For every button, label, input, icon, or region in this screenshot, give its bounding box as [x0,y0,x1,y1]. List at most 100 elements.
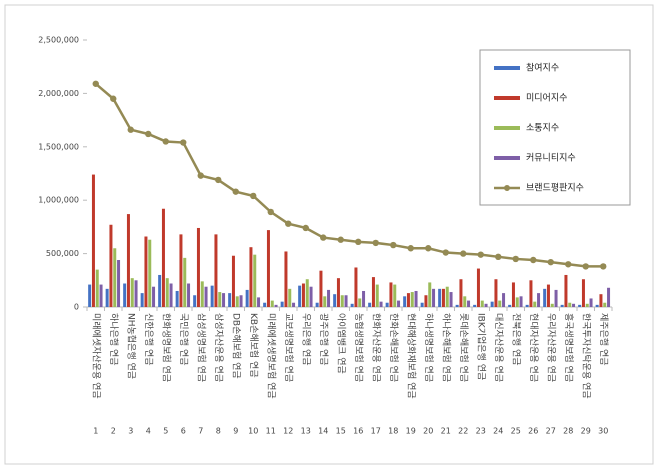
bar [91,174,95,307]
bar [323,296,327,307]
category-number: 25 [511,427,521,436]
bar [175,290,179,307]
bar [529,280,533,307]
line-point [512,255,519,263]
bar [449,292,453,307]
bar [515,297,519,307]
bar [235,296,239,307]
x-tick-label: 제주은행 연금 [598,313,610,366]
bar [490,301,494,307]
bar [200,281,204,307]
bar [152,286,156,307]
category-number: 14 [318,427,328,436]
bar [298,285,302,307]
bar [284,251,288,307]
category-number: 9 [233,427,238,436]
category-number: 20 [423,427,433,436]
x-tick-label: 한화손해보험 연금 [388,313,399,382]
line-point [285,220,292,227]
bar [280,301,284,307]
line-point [302,224,309,232]
bar [196,227,200,307]
bar [550,303,554,307]
bar [228,293,232,307]
x-tick-label: NH농협은행 연금 [125,313,137,379]
x-tick-label: KB손해보험 연금 [248,313,259,378]
x-tick-label: 하나생명보험 연금 [423,313,434,382]
x-tick-label: 하나은행 연금 [108,313,120,366]
category-number: 15 [336,427,346,436]
category-number: 23 [476,427,486,436]
bar [266,230,270,307]
bar [379,301,383,307]
line-point [600,263,607,270]
bar [218,292,222,307]
category-number: 5 [163,427,168,436]
line-point [442,249,449,256]
y-tick-label: 2,500,000 [38,36,79,45]
bar [607,287,611,307]
bar [546,284,550,307]
bar [502,293,506,307]
bar [368,302,372,307]
bar [403,296,407,307]
x-tick-label: 현대자산운용 연금 [528,313,539,382]
bar [389,282,393,307]
bar [88,284,92,307]
category-number: 24 [493,427,503,436]
bar [161,208,165,307]
bar [105,288,109,307]
x-tick-label: 전북은행 연금 [510,313,522,366]
x-tick-label: 아이엠뱅크 연금 [335,313,347,374]
bar [117,260,121,307]
bar [441,288,445,307]
bar [473,304,477,307]
bar [113,248,117,307]
line-point [355,238,362,246]
bar [432,288,436,307]
line-point [530,256,537,264]
bar [397,300,401,307]
category-number: 17 [371,427,381,436]
line-point [180,139,187,146]
legend-label: 소통지수 [526,123,559,134]
bar [222,293,226,307]
bar [130,278,134,307]
bar [438,288,442,307]
category-number: 13 [301,427,311,436]
bar [484,303,488,307]
line-point [460,250,467,257]
x-tick-label: 국민은행 연금 [178,313,190,366]
legend-label: 커뮤니티지수 [526,153,576,164]
line-point [495,253,502,261]
bar [350,303,354,307]
legend-label: 미디어지수 [526,93,567,104]
bar [288,288,292,307]
line-point [110,95,117,102]
bar [560,304,564,307]
bar [543,288,547,307]
legend-swatch [494,126,520,130]
category-number: 19 [406,427,416,436]
category-number: 2 [111,427,116,436]
legend-swatch [504,185,510,191]
line-point [92,80,99,87]
bar [231,255,235,307]
bar [134,280,138,307]
x-tick-label: 한국투자신탁운용 연금 [580,313,592,399]
bar [494,279,498,307]
line-point [425,245,432,252]
bar [327,289,331,307]
bar [253,254,257,307]
bar [344,295,348,307]
bar [428,282,432,307]
bar [158,274,162,307]
x-tick-label: 광주은행 연금 [318,313,330,366]
x-tick-label: 삼성자산운용 연금 [213,313,224,382]
bar [292,302,296,307]
category-number: 29 [581,427,591,436]
x-tick-label: 한화자산운용 연금 [370,313,381,382]
bar [319,270,323,307]
